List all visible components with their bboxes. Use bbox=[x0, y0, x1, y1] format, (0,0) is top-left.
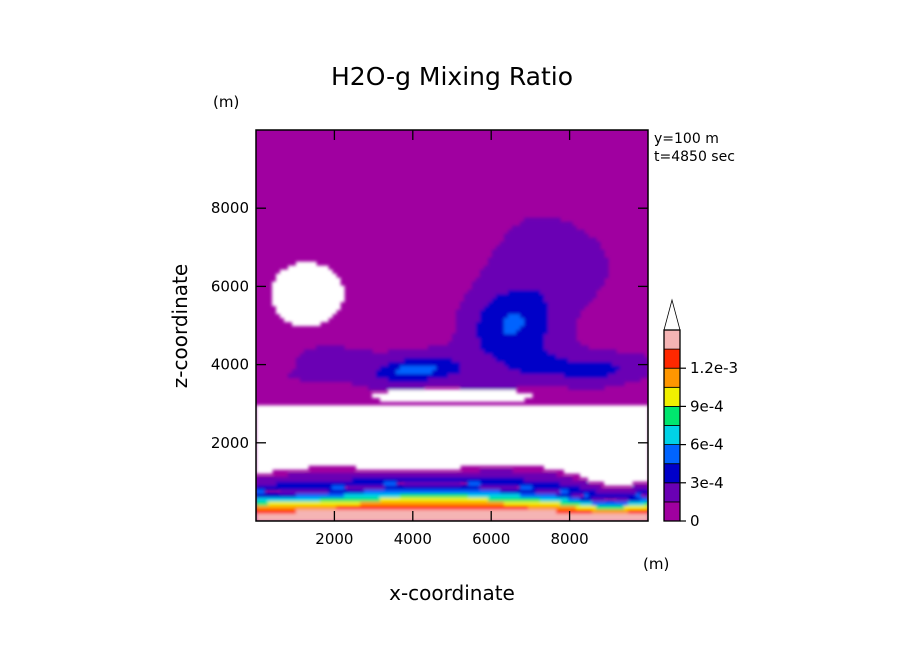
colorbar-tick-label: 1.2e-3 bbox=[690, 359, 738, 377]
colorbar-swatch bbox=[663, 425, 681, 446]
x-axis-label: x-coordinate bbox=[389, 581, 515, 605]
colorbar-tick-label: 9e-4 bbox=[690, 397, 724, 415]
annotation-t: t=4850 sec bbox=[654, 149, 735, 165]
y-tick-label: 8000 bbox=[211, 199, 249, 217]
annotation-y: y=100 m bbox=[654, 131, 719, 147]
plot-frame bbox=[255, 129, 649, 522]
colorbar-swatch bbox=[663, 444, 681, 465]
colorbar-swatch bbox=[663, 405, 681, 426]
y-axis-label: z-coordinate bbox=[168, 264, 192, 388]
colorbar-swatch bbox=[663, 348, 681, 369]
x-axis-unit: (m) bbox=[643, 555, 669, 573]
colorbar-tick-label: 0 bbox=[690, 512, 700, 530]
colorbar-tick-label: 3e-4 bbox=[690, 474, 724, 492]
x-axis: 2000 4000 6000 8000 bbox=[315, 130, 589, 548]
y-axis: 2000 4000 6000 8000 bbox=[211, 199, 648, 452]
x-tick-label: 2000 bbox=[315, 530, 353, 548]
colorbar-swatch bbox=[663, 501, 681, 522]
y-tick-label: 4000 bbox=[211, 356, 249, 374]
colorbar-tick-label: 6e-4 bbox=[690, 436, 724, 454]
colorbar-swatch bbox=[663, 482, 681, 503]
chart-title: H2O-g Mixing Ratio bbox=[331, 62, 573, 91]
x-tick-label: 6000 bbox=[472, 530, 510, 548]
y-tick-label: 2000 bbox=[211, 434, 249, 452]
y-axis-unit: (m) bbox=[213, 93, 239, 111]
y-tick-label: 6000 bbox=[211, 277, 249, 295]
contour-field bbox=[256, 130, 648, 521]
colorbar-swatch bbox=[663, 386, 681, 407]
x-tick-label: 4000 bbox=[394, 530, 432, 548]
colorbar-swatch bbox=[663, 367, 681, 388]
colorbar-swatch bbox=[663, 329, 681, 350]
x-tick-label: 8000 bbox=[551, 530, 589, 548]
colorbar-extend-arrow bbox=[663, 298, 681, 331]
colorbar: 0 3e-4 6e-4 9e-4 1.2e-3 bbox=[663, 298, 738, 530]
colorbar-swatch bbox=[663, 463, 681, 484]
